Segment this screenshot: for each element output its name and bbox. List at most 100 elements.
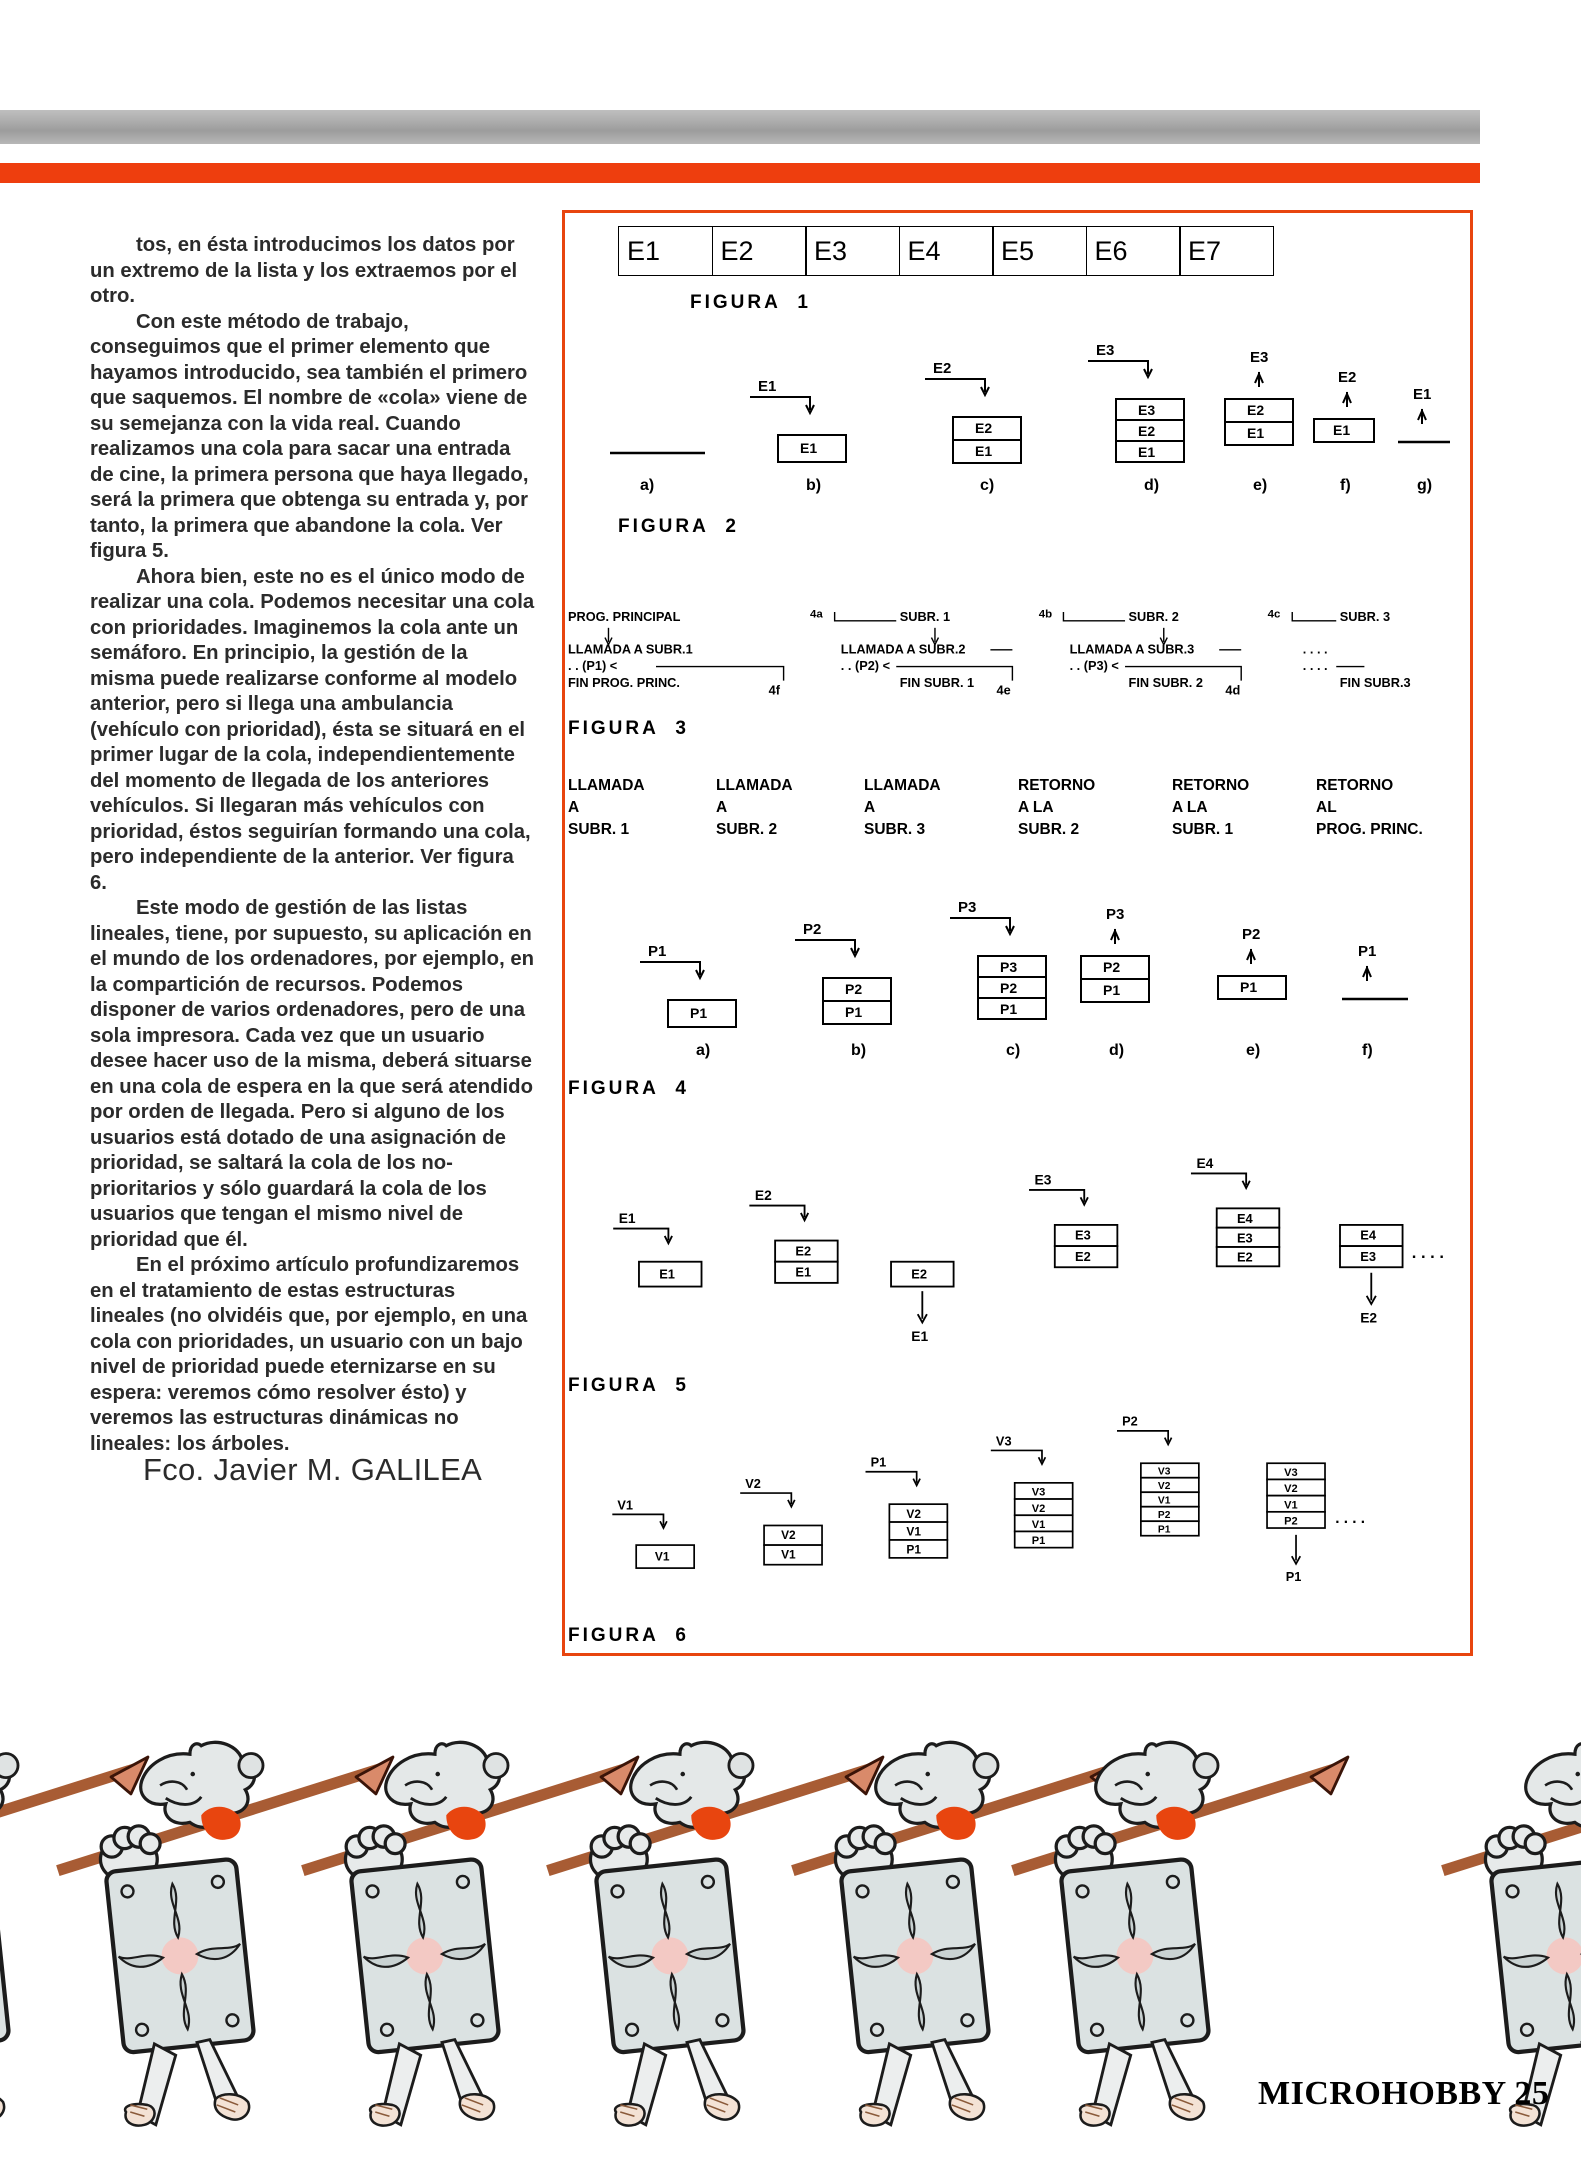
svg-text:V3: V3: [1158, 1466, 1171, 1477]
svg-text:E1: E1: [1413, 386, 1431, 403]
svg-text:E3: E3: [1138, 402, 1155, 418]
svg-text:LLAMADA A SUBR.3: LLAMADA A SUBR.3: [1070, 641, 1195, 656]
svg-text:V2: V2: [1284, 1483, 1298, 1495]
svg-text:P1: P1: [1000, 1001, 1017, 1017]
svg-text:d): d): [1144, 477, 1159, 494]
svg-text:E3: E3: [1237, 1230, 1253, 1245]
svg-text:P2: P2: [1000, 980, 1017, 996]
svg-text:V2: V2: [1158, 1481, 1171, 1492]
svg-text:SUBR. 1: SUBR. 1: [1172, 821, 1234, 838]
svg-text:d): d): [1109, 1042, 1124, 1059]
svg-text:4f: 4f: [769, 683, 781, 698]
svg-text:RETORNO: RETORNO: [1316, 778, 1393, 794]
svg-text:AL: AL: [1316, 799, 1337, 816]
svg-text:4e: 4e: [997, 683, 1011, 698]
svg-text:LLAMADA A SUBR.2: LLAMADA A SUBR.2: [841, 641, 966, 656]
svg-text:E3: E3: [1096, 345, 1114, 359]
svg-text:. . . .: . . . .: [1303, 641, 1328, 656]
svg-text:V2: V2: [906, 1507, 921, 1521]
svg-text:P1: P1: [1240, 979, 1257, 995]
svg-text:. . (P3) <: . . (P3) <: [1070, 658, 1119, 673]
svg-text:A LA: A LA: [1018, 799, 1054, 816]
svg-text:. . (P2) <: . . (P2) <: [841, 658, 890, 673]
svg-text:P2: P2: [1122, 1414, 1138, 1429]
svg-text:P1: P1: [690, 1005, 707, 1021]
svg-text:SUBR. 1: SUBR. 1: [900, 609, 950, 624]
svg-text:V1: V1: [655, 1549, 670, 1563]
svg-text:LLAMADA: LLAMADA: [716, 778, 793, 794]
svg-text:g): g): [1417, 477, 1432, 494]
svg-text:LLAMADA: LLAMADA: [864, 778, 941, 794]
svg-text:P3: P3: [1106, 906, 1124, 923]
svg-text:P1: P1: [1286, 1569, 1302, 1584]
svg-text:SUBR. 1: SUBR. 1: [568, 821, 630, 838]
svg-text:E2: E2: [975, 420, 992, 436]
svg-text:E2: E2: [795, 1243, 811, 1258]
svg-text:E1: E1: [1333, 422, 1350, 438]
svg-text:E2: E2: [911, 1266, 927, 1281]
svg-text:P1: P1: [1103, 982, 1120, 998]
svg-text:LLAMADA A SUBR.1: LLAMADA A SUBR.1: [568, 641, 693, 656]
svg-text:FIN SUBR.3: FIN SUBR.3: [1340, 675, 1411, 690]
svg-text:P3: P3: [1000, 959, 1017, 975]
svg-text:E1: E1: [911, 1329, 928, 1344]
svg-text:E1: E1: [659, 1266, 675, 1281]
svg-text:PROG. PRINCIPAL: PROG. PRINCIPAL: [568, 609, 681, 624]
svg-text:P1: P1: [906, 1543, 921, 1557]
svg-text:e): e): [1253, 477, 1267, 494]
svg-text:E1: E1: [1138, 444, 1155, 460]
svg-text:V3: V3: [1284, 1467, 1298, 1479]
svg-text:E1: E1: [619, 1211, 636, 1226]
svg-text:P2: P2: [1103, 959, 1120, 975]
svg-text:SUBR. 2: SUBR. 2: [716, 821, 777, 838]
svg-text:SUBR. 3: SUBR. 3: [864, 821, 926, 838]
svg-text:LLAMADA: LLAMADA: [568, 778, 645, 794]
svg-text:4b: 4b: [1039, 608, 1052, 620]
svg-text:E2: E2: [933, 360, 951, 377]
svg-text:RETORNO: RETORNO: [1172, 778, 1249, 794]
svg-text:4a: 4a: [810, 608, 823, 620]
svg-text:f): f): [1362, 1042, 1373, 1059]
svg-text:V2: V2: [1032, 1503, 1046, 1515]
svg-text:E3: E3: [1075, 1228, 1091, 1243]
svg-text:FIN PROG. PRINC.: FIN PROG. PRINC.: [568, 675, 680, 690]
svg-text:E2: E2: [755, 1188, 772, 1203]
svg-text:E1: E1: [800, 440, 817, 456]
svg-text:P1: P1: [845, 1004, 862, 1020]
svg-text:SUBR. 2: SUBR. 2: [1129, 609, 1179, 624]
svg-text:A: A: [864, 799, 875, 816]
svg-text:E1: E1: [758, 378, 776, 395]
svg-text:E4: E4: [1196, 1156, 1213, 1171]
svg-text:E4: E4: [1237, 1211, 1254, 1226]
svg-text:c): c): [980, 477, 994, 494]
svg-text:E2: E2: [1237, 1250, 1253, 1265]
svg-text:V1: V1: [1032, 1519, 1046, 1531]
svg-text:V2: V2: [781, 1528, 796, 1542]
svg-text:FIN SUBR. 2: FIN SUBR. 2: [1129, 675, 1203, 690]
svg-text:E3: E3: [1360, 1249, 1376, 1264]
svg-text:P2: P2: [803, 921, 821, 938]
svg-text:SUBR. 3: SUBR. 3: [1340, 609, 1390, 624]
svg-text:P1: P1: [648, 943, 666, 960]
svg-text:V1: V1: [1284, 1499, 1298, 1511]
svg-text:b): b): [851, 1042, 866, 1059]
svg-text:E2: E2: [1247, 402, 1264, 418]
svg-text:. . . .: . . . .: [1412, 1243, 1444, 1262]
svg-text:e): e): [1246, 1042, 1260, 1059]
svg-text:A: A: [568, 799, 579, 816]
svg-text:P2: P2: [1242, 926, 1260, 943]
svg-text:A LA: A LA: [1172, 799, 1208, 816]
svg-text:P2: P2: [1284, 1516, 1298, 1528]
svg-text:E2: E2: [1360, 1310, 1377, 1325]
svg-text:a): a): [696, 1042, 710, 1059]
svg-text:E4: E4: [1360, 1228, 1377, 1243]
svg-text:E2: E2: [1075, 1249, 1091, 1264]
svg-text:V3: V3: [996, 1433, 1012, 1448]
svg-text:f): f): [1340, 477, 1351, 494]
svg-text:PROG. PRINC.: PROG. PRINC.: [1316, 821, 1423, 838]
svg-text:4c: 4c: [1268, 608, 1281, 620]
svg-text:. . (P1) <: . . (P1) <: [568, 658, 617, 673]
svg-text:V1: V1: [617, 1497, 633, 1512]
svg-text:E2: E2: [1138, 423, 1155, 439]
svg-text:P2: P2: [1158, 1510, 1171, 1521]
